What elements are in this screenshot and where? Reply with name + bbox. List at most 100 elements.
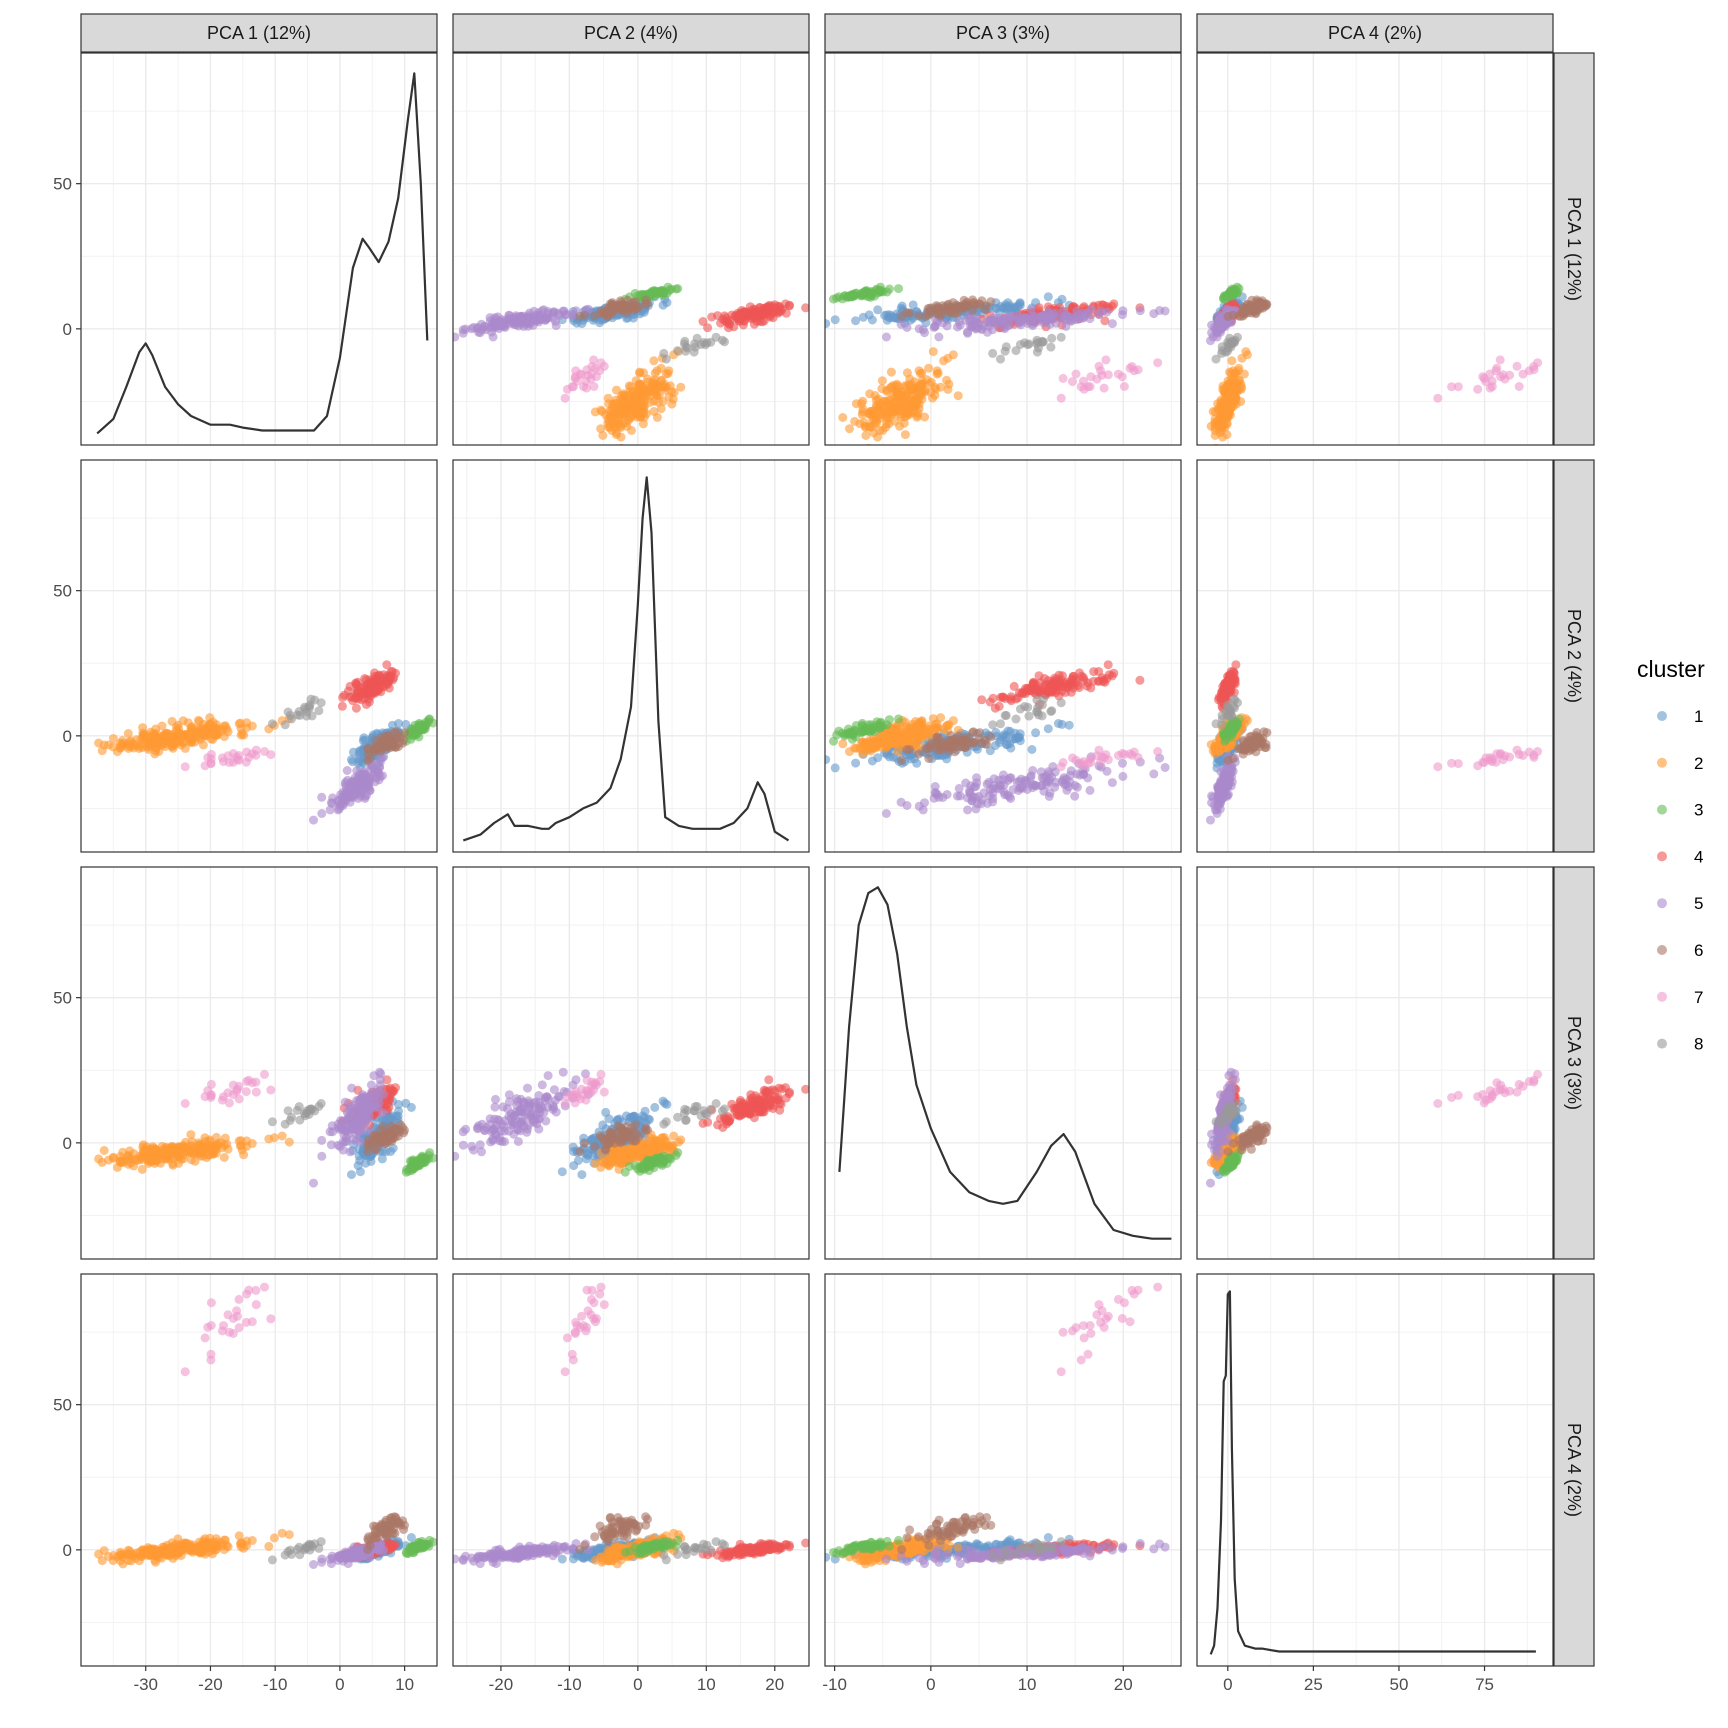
point-cluster-2 <box>942 721 952 731</box>
col-strip-2 <box>452 13 810 53</box>
point-cluster-8 <box>1034 710 1043 720</box>
point-cluster-5 <box>1065 315 1075 325</box>
point-cluster-5 <box>365 764 375 774</box>
point-cluster-1 <box>873 753 883 763</box>
point-cluster-2 <box>151 738 160 748</box>
point-cluster-4 <box>801 303 809 313</box>
panel-r2-c1 <box>80 459 438 853</box>
point-cluster-2 <box>900 430 910 440</box>
point-cluster-2 <box>639 368 648 378</box>
point-cluster-2 <box>175 728 185 738</box>
point-cluster-5 <box>1045 788 1055 798</box>
panel-border <box>1196 52 1554 446</box>
point-cluster-5 <box>1057 777 1067 787</box>
point-cluster-5 <box>881 809 891 818</box>
point-cluster-2 <box>877 376 887 386</box>
point-cluster-8 <box>1046 342 1056 352</box>
point-cluster-1 <box>1001 304 1011 314</box>
point-cluster-4 <box>1231 660 1241 670</box>
point-cluster-5 <box>480 321 489 331</box>
point-cluster-2 <box>1221 396 1231 406</box>
point-cluster-1 <box>628 313 638 323</box>
point-cluster-6 <box>897 755 907 765</box>
point-cluster-5 <box>1149 769 1159 779</box>
point-cluster-2 <box>850 416 860 426</box>
point-cluster-4 <box>338 692 348 702</box>
point-cluster-6 <box>974 299 984 309</box>
point-cluster-8 <box>1033 338 1043 347</box>
point-cluster-8 <box>996 719 1005 729</box>
point-cluster-4 <box>351 703 361 713</box>
point-cluster-2 <box>612 421 622 431</box>
panel-border <box>824 459 1182 853</box>
point-cluster-2 <box>910 396 920 406</box>
point-cluster-7 <box>1495 355 1505 365</box>
point-cluster-2 <box>916 382 926 392</box>
point-cluster-5 <box>1107 319 1117 329</box>
point-cluster-2 <box>612 385 621 395</box>
point-cluster-7 <box>1533 358 1543 368</box>
point-cluster-2 <box>939 356 949 366</box>
point-cluster-2 <box>890 406 900 416</box>
point-cluster-3 <box>876 285 886 295</box>
panel-r2-c3 <box>824 459 1182 853</box>
panel-r2-c4 <box>1196 459 1554 853</box>
point-cluster-4 <box>1089 667 1099 677</box>
point-cluster-3 <box>406 734 416 744</box>
point-cluster-2 <box>930 382 940 392</box>
point-cluster-2 <box>1210 407 1220 417</box>
point-cluster-6 <box>923 744 933 754</box>
point-cluster-8 <box>659 348 669 358</box>
point-cluster-8 <box>294 707 304 716</box>
point-cluster-5 <box>984 318 994 328</box>
point-cluster-4 <box>1037 687 1047 697</box>
point-cluster-2 <box>161 739 171 749</box>
panel-background <box>81 53 437 445</box>
point-cluster-6 <box>948 298 958 308</box>
point-cluster-4 <box>1103 660 1113 670</box>
point-cluster-7 <box>560 393 570 403</box>
point-cluster-2 <box>169 734 179 744</box>
point-cluster-4 <box>1044 684 1054 694</box>
point-cluster-5 <box>542 313 552 323</box>
point-cluster-1 <box>1027 745 1037 754</box>
point-cluster-5 <box>999 314 1009 324</box>
point-cluster-7 <box>206 749 216 759</box>
col-strip-3 <box>824 13 1182 53</box>
density-layer <box>462 476 790 842</box>
scatter-layer <box>825 660 1170 818</box>
point-cluster-4 <box>1107 301 1117 311</box>
point-cluster-4 <box>1086 683 1096 693</box>
point-cluster-7 <box>1101 750 1111 760</box>
point-cluster-8 <box>679 339 689 349</box>
point-cluster-3 <box>829 294 838 304</box>
point-cluster-2 <box>838 739 848 749</box>
row-strip-label-3: PCA 3 (3%) <box>1564 1016 1584 1110</box>
point-cluster-8 <box>988 348 998 358</box>
row-strip-1 <box>1553 52 1595 446</box>
point-cluster-4 <box>755 309 765 319</box>
point-cluster-2 <box>195 727 205 737</box>
point-cluster-4 <box>364 687 374 697</box>
point-cluster-7 <box>1153 358 1163 368</box>
point-cluster-6 <box>632 302 642 312</box>
panel-r1-c4 <box>1196 52 1554 446</box>
point-cluster-7 <box>1133 752 1143 762</box>
point-cluster-3 <box>414 718 424 728</box>
point-cluster-7 <box>1058 758 1068 767</box>
point-cluster-4 <box>724 323 733 333</box>
point-cluster-4 <box>353 677 363 687</box>
point-cluster-5 <box>902 801 912 810</box>
point-cluster-7 <box>1099 383 1109 393</box>
point-cluster-2 <box>885 383 895 393</box>
point-cluster-5 <box>1058 306 1068 316</box>
point-cluster-1 <box>897 301 907 311</box>
point-cluster-5 <box>999 780 1009 790</box>
point-cluster-2 <box>611 430 621 440</box>
point-cluster-2 <box>650 368 660 378</box>
point-cluster-5 <box>1070 781 1080 790</box>
point-cluster-4 <box>1011 694 1021 704</box>
point-cluster-5 <box>374 769 384 779</box>
point-cluster-1 <box>1031 728 1041 738</box>
point-cluster-5 <box>1212 332 1222 342</box>
